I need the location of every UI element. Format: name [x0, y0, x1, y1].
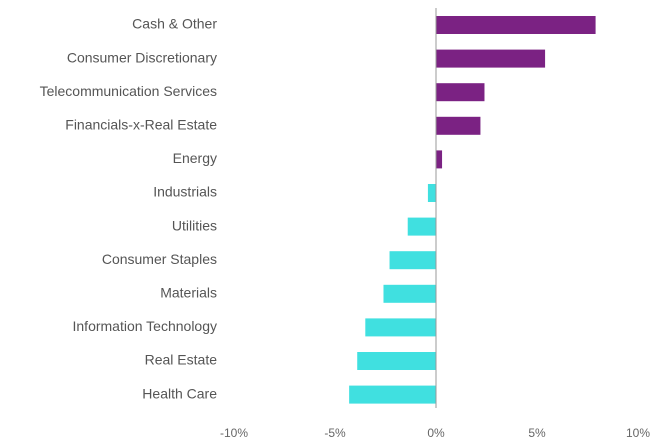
- bar: [436, 16, 596, 34]
- y-tick-label: Financials-x-Real Estate: [65, 117, 217, 133]
- y-tick-label: Health Care: [142, 385, 217, 401]
- x-tick-label: 5%: [528, 426, 546, 439]
- bar: [357, 352, 436, 370]
- x-tick-label: -10%: [220, 426, 248, 439]
- y-tick-label: Consumer Staples: [102, 251, 217, 267]
- bar: [365, 318, 436, 337]
- bar: [427, 184, 436, 202]
- bar: [349, 385, 436, 404]
- bar: [436, 83, 485, 102]
- bar: [436, 150, 443, 169]
- bar: [389, 251, 436, 270]
- y-tick-label: Cash & Other: [132, 16, 217, 32]
- x-tick-label: 0%: [427, 426, 445, 439]
- y-tick-label: Real Estate: [145, 352, 218, 368]
- bar: [436, 49, 546, 68]
- bar: [383, 284, 436, 303]
- bar: [436, 116, 481, 135]
- y-tick-label: Industrials: [153, 184, 217, 200]
- y-tick-label: Materials: [160, 285, 217, 301]
- bar: [407, 217, 436, 236]
- y-tick-label: Energy: [173, 150, 217, 166]
- x-tick-label: -5%: [324, 426, 346, 439]
- y-tick-label: Consumer Discretionary: [67, 49, 217, 65]
- x-tick-label: 10%: [626, 426, 650, 439]
- y-tick-label: Information Technology: [73, 318, 218, 334]
- y-tick-label: Utilities: [172, 217, 217, 233]
- y-tick-label: Telecommunication Services: [40, 83, 217, 99]
